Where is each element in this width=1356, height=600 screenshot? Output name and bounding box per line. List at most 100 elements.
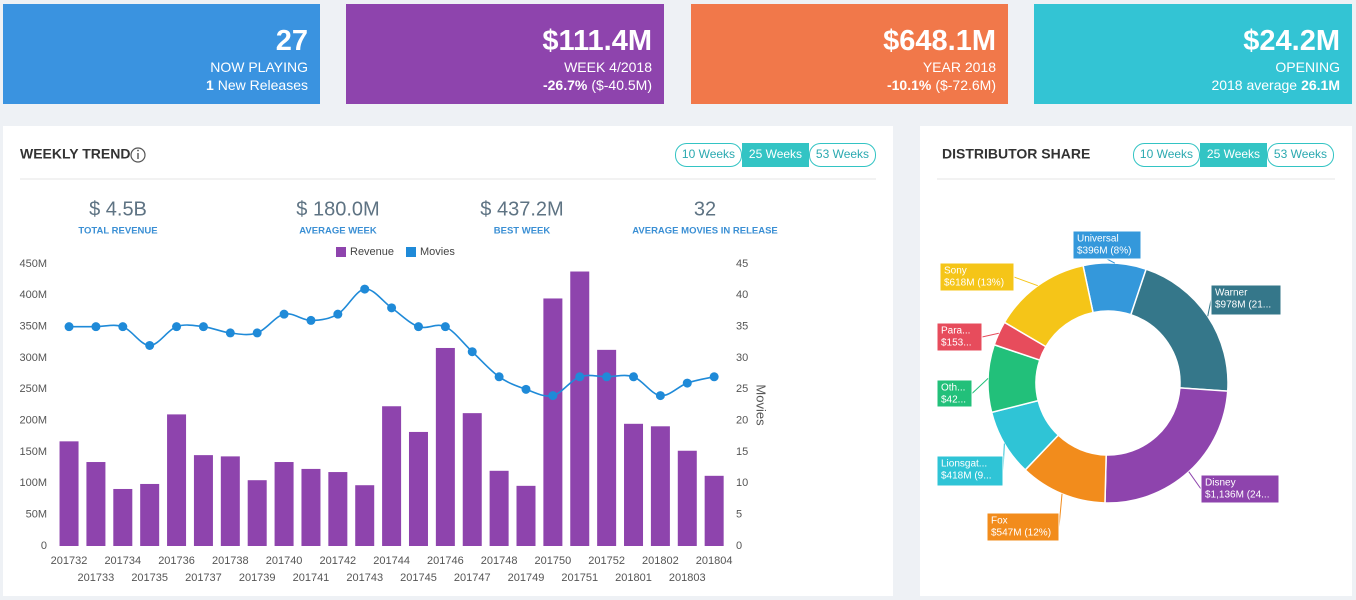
y2-tick-label: 40 — [736, 289, 748, 301]
card-detail: -26.7% ($-40.5M) — [346, 76, 652, 94]
bar — [650, 426, 670, 546]
x-tick-label: 201748 — [481, 555, 518, 567]
y-tick-label: 450M — [19, 258, 47, 270]
range-button-label: 10 Weeks — [1140, 147, 1193, 161]
range-button[interactable] — [1133, 143, 1200, 167]
x-tick-label: 201743 — [346, 572, 383, 584]
x-tick-label: 201737 — [185, 572, 222, 584]
x-tick-label: 201742 — [319, 555, 356, 567]
stat-value: $ 4.5B — [89, 198, 147, 220]
card-label: NOW PLAYING — [210, 59, 308, 75]
y2-tick-label: 5 — [736, 509, 742, 521]
panel-title: WEEKLY TREND — [20, 146, 130, 162]
y-tick-label: 200M — [19, 415, 47, 427]
summary-card: $648.1M YEAR 2018 -10.1% ($-72.6M) — [691, 4, 1008, 104]
line-point — [118, 322, 128, 332]
bar — [570, 271, 590, 546]
slice-label-box — [1200, 474, 1280, 504]
line-point — [252, 328, 262, 338]
leader-line — [971, 378, 989, 394]
y-tick-label: 300M — [19, 352, 47, 364]
card-detail: 1 New Releases — [3, 76, 308, 94]
bar — [489, 470, 509, 546]
y2-tick-label: 35 — [736, 321, 748, 333]
card-detail-part: ($-72.6M) — [935, 77, 996, 93]
y2-tick-label: 20 — [736, 415, 748, 427]
slice-value-label: $1,136M (24... — [1205, 490, 1269, 501]
x-tick-label: 201732 — [51, 555, 88, 567]
x-tick-label: 201749 — [508, 572, 545, 584]
donut-slice — [1003, 264, 1094, 348]
bar — [435, 347, 455, 546]
summary-card: $111.4M WEEK 4/2018 -26.7% ($-40.5M) — [346, 4, 664, 104]
x-tick-label: 201744 — [373, 555, 410, 567]
range-button-label: 53 Weeks — [816, 147, 869, 161]
stat-label: BEST WEEK — [494, 226, 551, 237]
x-tick-label: 201751 — [561, 572, 598, 584]
legend-label: Movies — [420, 246, 455, 258]
line-point — [413, 322, 423, 332]
slice-label: Lionsgat... — [941, 459, 987, 470]
bar — [113, 488, 133, 546]
stat-label: AVERAGE WEEK — [299, 226, 377, 237]
info-icon[interactable] — [130, 147, 146, 163]
bar — [677, 450, 697, 546]
leader-line — [981, 332, 999, 338]
slice-label: Fox — [991, 516, 1008, 527]
donut-slice — [1104, 387, 1229, 504]
card-detail-part: -10.1% — [886, 77, 932, 93]
y2-tick-label: 30 — [736, 352, 748, 364]
card-detail-part: ($-40.5M) — [591, 77, 652, 93]
y2-tick-label: 0 — [736, 540, 742, 552]
slice-value-label: $418M (9... — [941, 471, 992, 482]
slice-label-box — [936, 379, 973, 408]
card-detail-part: 2018 average — [1211, 77, 1298, 93]
x-tick-label: 201736 — [158, 555, 195, 567]
slice-label: Oth... — [941, 383, 965, 394]
line-point — [655, 391, 665, 401]
x-tick-label: 201740 — [266, 555, 303, 567]
card-label: WEEK 4/2018 — [564, 59, 652, 75]
card-detail: -10.1% ($-72.6M) — [691, 76, 996, 94]
leader-line — [1207, 299, 1212, 317]
y2-tick-label: 45 — [736, 258, 748, 270]
line-point — [548, 391, 558, 401]
y-tick-label: 0 — [41, 540, 47, 552]
x-tick-label: 201745 — [400, 572, 437, 584]
line-point — [602, 372, 612, 382]
line-point — [521, 384, 531, 394]
slice-value-label: $547M (12%) — [991, 528, 1051, 539]
slice-value-label: $153... — [941, 338, 972, 349]
y-tick-label: 350M — [19, 321, 47, 333]
card-value: 27 — [275, 25, 308, 57]
range-button[interactable] — [809, 143, 876, 167]
bar — [462, 413, 482, 546]
summary-card: 27 NOW PLAYING 1 New Releases — [3, 4, 320, 104]
range-button[interactable] — [1200, 143, 1267, 167]
bar — [382, 406, 402, 546]
line-point — [494, 372, 504, 382]
stat-value: 32 — [694, 198, 716, 220]
y2-tick-label: 15 — [736, 446, 748, 458]
line-point — [91, 322, 101, 332]
card-detail-part: 1 — [205, 77, 214, 93]
stat-value: $ 437.2M — [480, 198, 563, 220]
range-button[interactable] — [742, 143, 809, 167]
legend-swatch — [406, 247, 416, 257]
x-tick-label: 201734 — [104, 555, 141, 567]
x-tick-label: 201738 — [212, 555, 249, 567]
stat-label: TOTAL REVENUE — [78, 226, 157, 237]
x-tick-label: 201746 — [427, 555, 464, 567]
bar — [516, 485, 536, 546]
range-button[interactable] — [1267, 143, 1334, 167]
y-tick-label: 400M — [19, 289, 47, 301]
leader-line — [1013, 276, 1038, 287]
slice-label-box — [936, 322, 983, 352]
range-button-label: 10 Weeks — [682, 147, 735, 161]
range-button[interactable] — [675, 143, 742, 167]
x-tick-label: 201741 — [293, 572, 330, 584]
x-tick-label: 201750 — [535, 555, 572, 567]
card-detail: 2018 average 26.1M — [1034, 76, 1340, 94]
